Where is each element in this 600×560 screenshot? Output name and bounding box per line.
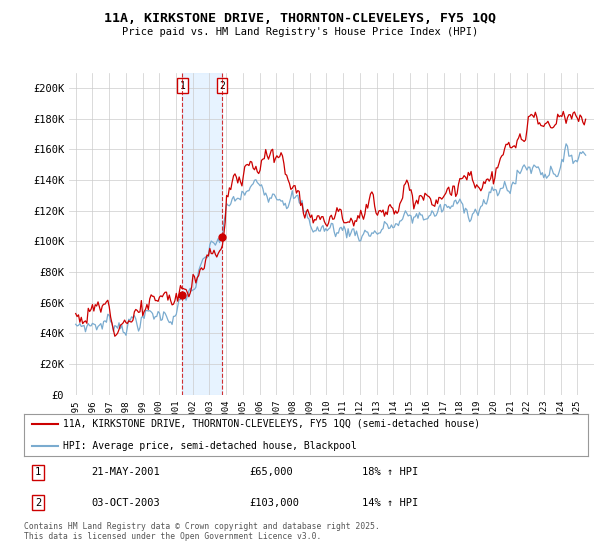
Text: 14% ↑ HPI: 14% ↑ HPI (362, 498, 419, 508)
Text: 18% ↑ HPI: 18% ↑ HPI (362, 467, 419, 477)
Text: 11A, KIRKSTONE DRIVE, THORNTON-CLEVELEYS, FY5 1QQ (semi-detached house): 11A, KIRKSTONE DRIVE, THORNTON-CLEVELEYS… (64, 419, 481, 428)
Text: 11A, KIRKSTONE DRIVE, THORNTON-CLEVELEYS, FY5 1QQ: 11A, KIRKSTONE DRIVE, THORNTON-CLEVELEYS… (104, 12, 496, 25)
Text: 2: 2 (219, 81, 225, 91)
Text: 1: 1 (179, 81, 185, 91)
Text: £103,000: £103,000 (250, 498, 299, 508)
Text: Price paid vs. HM Land Registry's House Price Index (HPI): Price paid vs. HM Land Registry's House … (122, 27, 478, 37)
Bar (182, 73, 222, 395)
Text: 2: 2 (35, 498, 41, 508)
Text: 1: 1 (35, 467, 41, 477)
Text: Contains HM Land Registry data © Crown copyright and database right 2025.
This d: Contains HM Land Registry data © Crown c… (24, 522, 380, 542)
Text: £65,000: £65,000 (250, 467, 293, 477)
Text: 21-MAY-2001: 21-MAY-2001 (92, 467, 160, 477)
Text: 03-OCT-2003: 03-OCT-2003 (92, 498, 160, 508)
Text: HPI: Average price, semi-detached house, Blackpool: HPI: Average price, semi-detached house,… (64, 441, 357, 451)
